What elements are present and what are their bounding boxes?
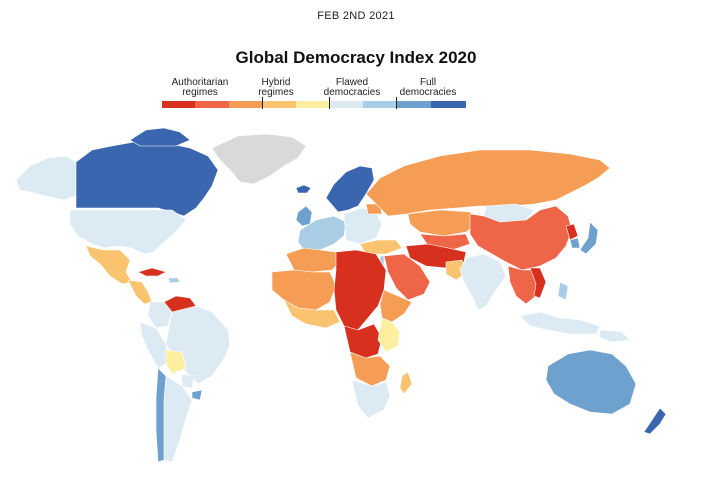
region-chile	[155, 367, 167, 463]
legend-label-flawed: Flawed democracies	[323, 77, 381, 98]
legend-separator	[262, 97, 263, 109]
region-india	[459, 253, 507, 311]
region-korea	[565, 223, 579, 241]
region-canada	[75, 141, 219, 217]
region-maghreb	[285, 247, 341, 273]
region-mexico	[85, 245, 133, 285]
legend-swatch-flawed-2	[363, 101, 396, 108]
region-central-america	[127, 279, 153, 305]
legend-swatch-flawed-1	[329, 101, 363, 108]
region-caribbean	[167, 277, 181, 284]
region-uk	[295, 205, 313, 227]
region-kazakhstan	[407, 209, 481, 237]
region-new-zealand	[643, 407, 667, 435]
region-madagascar	[399, 371, 413, 395]
legend-swatch-full-1	[396, 101, 431, 108]
region-cuba	[137, 267, 167, 277]
legend-label-authoritarian: Authoritarian regimes	[171, 77, 229, 98]
region-canada-islands	[129, 127, 191, 147]
legend-swatch-hybrid-2	[296, 101, 329, 108]
region-belarus	[365, 203, 383, 215]
region-alaska	[15, 155, 77, 201]
legend-swatch-auth-2	[195, 101, 229, 108]
region-philippines	[557, 281, 569, 301]
region-scandinavia	[325, 165, 375, 213]
legend: Authoritarian regimes Hybrid regimes Fla…	[162, 78, 466, 114]
legend-label-full: Full democracies	[399, 77, 457, 98]
region-png	[599, 329, 631, 343]
region-western-europe	[297, 215, 347, 251]
region-japan	[579, 221, 599, 255]
region-guinea-coast	[283, 299, 341, 329]
legend-label-hybrid: Hybrid regimes	[258, 77, 294, 98]
publication-date: FEB 2ND 2021	[317, 10, 395, 22]
region-central-africa	[343, 323, 383, 359]
legend-swatch-full-2	[431, 101, 466, 108]
region-vietnam	[529, 267, 547, 299]
region-australia	[545, 349, 637, 415]
legend-swatch-auth-3	[229, 101, 262, 108]
region-argentina	[163, 375, 193, 463]
region-indonesia	[519, 311, 601, 335]
region-east-africa	[377, 317, 401, 353]
region-southern-africa	[351, 379, 391, 419]
region-uruguay	[191, 389, 203, 401]
legend-separator	[396, 97, 397, 109]
region-iceland	[295, 184, 312, 194]
region-arabia	[383, 253, 431, 301]
region-russia	[365, 149, 611, 217]
legend-swatch-hybrid-1	[262, 101, 296, 108]
region-sahel-east	[333, 249, 387, 341]
legend-swatch-auth-1	[162, 101, 195, 108]
region-greenland	[211, 133, 307, 185]
region-southern-central	[349, 351, 391, 387]
region-usa	[69, 209, 187, 255]
map-title: Global Democracy Index 2020	[235, 48, 477, 67]
region-colombia	[147, 301, 173, 329]
region-eastern-europe	[343, 207, 383, 245]
region-horn	[379, 289, 413, 323]
region-south-korea	[569, 237, 581, 249]
region-china	[469, 205, 573, 271]
region-west-africa	[271, 269, 337, 311]
region-paraguay	[181, 373, 195, 389]
legend-separator	[329, 97, 330, 109]
region-peru	[139, 321, 171, 369]
region-bolivia	[165, 349, 187, 375]
